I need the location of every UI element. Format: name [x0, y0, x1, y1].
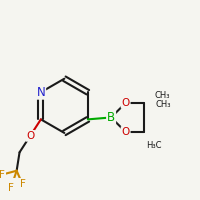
- Text: F: F: [20, 179, 25, 189]
- Text: N: N: [36, 86, 45, 99]
- Text: H₃C: H₃C: [146, 141, 161, 150]
- Text: O: O: [122, 127, 130, 137]
- Text: O: O: [122, 98, 130, 108]
- Text: O: O: [26, 131, 34, 141]
- Text: B: B: [107, 111, 115, 124]
- Text: F: F: [8, 183, 14, 193]
- Text: CH₃: CH₃: [156, 100, 171, 109]
- Text: F: F: [0, 170, 5, 180]
- Text: CH₃: CH₃: [155, 91, 170, 100]
